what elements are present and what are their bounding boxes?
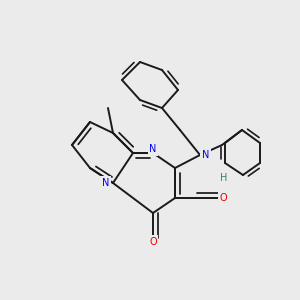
Text: N: N: [202, 150, 209, 160]
Text: H: H: [220, 173, 227, 183]
Text: O: O: [149, 237, 157, 247]
Text: N: N: [102, 178, 109, 188]
Text: O: O: [220, 193, 227, 203]
Text: N: N: [149, 144, 157, 154]
